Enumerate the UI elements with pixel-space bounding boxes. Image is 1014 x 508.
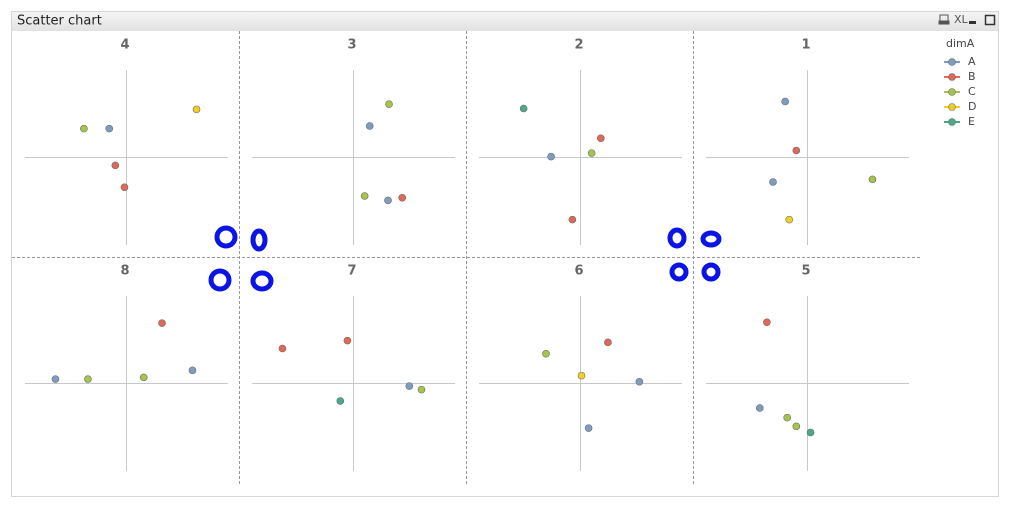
point [105, 124, 114, 133]
point [806, 428, 815, 437]
point [763, 318, 771, 327]
point [343, 336, 352, 345]
point [519, 104, 528, 113]
point [278, 344, 287, 353]
point [635, 377, 644, 386]
window-title: Scatter chart [17, 14, 102, 29]
point [604, 338, 612, 347]
panel-title: 4 [120, 38, 129, 53]
point [596, 134, 605, 143]
maximize-button[interactable] [984, 14, 996, 26]
point [577, 371, 586, 380]
point [781, 97, 789, 106]
panel-title: 7 [347, 264, 356, 279]
window-frame [11, 11, 999, 497]
point [51, 375, 60, 383]
point [80, 124, 88, 133]
point [405, 382, 414, 390]
point [584, 424, 593, 432]
point [84, 375, 92, 383]
legend-marker [948, 103, 956, 111]
point [868, 175, 877, 184]
minimize-button[interactable] [969, 21, 976, 24]
legend-marker [948, 58, 956, 66]
title-bar [12, 12, 998, 31]
point [111, 161, 120, 170]
point [785, 215, 794, 224]
point [188, 366, 197, 375]
point [542, 349, 550, 358]
legend-label: D [968, 100, 976, 113]
xl-button[interactable]: XL [954, 13, 969, 26]
point [120, 183, 129, 192]
point [792, 146, 801, 155]
point [755, 404, 764, 412]
point [568, 215, 577, 224]
point [385, 100, 393, 108]
panel-title: 2 [574, 38, 583, 53]
point [587, 149, 596, 157]
legend-label: A [968, 55, 976, 68]
legend-marker [948, 73, 956, 81]
legend-label: B [968, 70, 976, 83]
point [336, 397, 345, 405]
point [139, 373, 148, 382]
point [783, 413, 792, 422]
point [365, 122, 374, 130]
print-icon[interactable] [938, 14, 950, 25]
legend-title: dimA [946, 37, 975, 50]
point [158, 319, 166, 327]
panel-dividers [12, 31, 920, 484]
point [547, 152, 555, 161]
point [417, 385, 426, 394]
legend-marker [948, 118, 956, 126]
point [192, 105, 201, 114]
panel-title: 3 [347, 38, 356, 53]
point [398, 193, 407, 202]
legend-marker [948, 88, 956, 96]
panel-title: 8 [120, 264, 129, 279]
legend-label: C [968, 85, 976, 98]
scribbles [208, 225, 722, 292]
panel-title: 6 [574, 264, 583, 279]
point [360, 192, 369, 200]
point [792, 422, 801, 431]
point [769, 178, 777, 186]
legend-label: E [968, 115, 975, 128]
panel-title: 5 [801, 264, 810, 279]
point [384, 196, 392, 205]
panel-title: 1 [801, 38, 810, 53]
